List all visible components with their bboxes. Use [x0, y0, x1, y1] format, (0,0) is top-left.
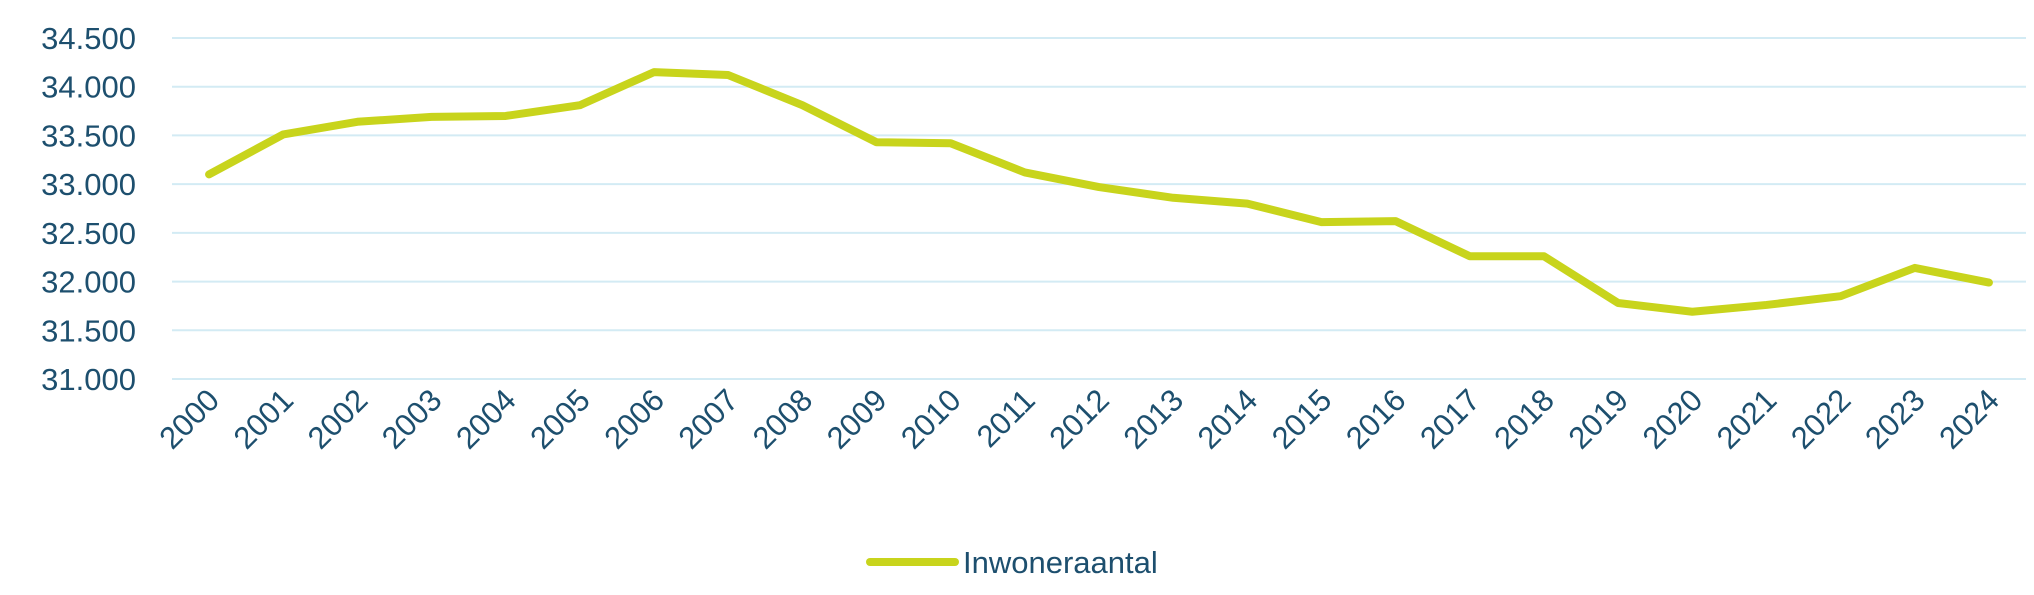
x-tick-label: 2015: [1265, 382, 1339, 456]
data-line: [205, 68, 1993, 316]
y-tick-label: 32.000: [41, 265, 136, 300]
x-tick-label: 2004: [449, 382, 523, 456]
legend-label: Inwoneraantal: [963, 545, 1158, 580]
y-tick-label: 34.500: [41, 21, 136, 56]
x-tick-label: 2006: [597, 382, 671, 456]
x-tick-label: 2005: [523, 382, 597, 456]
x-tick-label: 2021: [1710, 382, 1784, 456]
x-tick-label: 2008: [746, 382, 820, 456]
x-tick-label: 2022: [1784, 382, 1858, 456]
y-tick-label: 33.000: [41, 167, 136, 202]
x-tick-label: 2018: [1487, 382, 1561, 456]
x-tick-label: 2016: [1339, 382, 1413, 456]
y-tick-label: 33.500: [41, 118, 136, 153]
x-tick-label: 2003: [375, 382, 449, 456]
y-tick-label: 31.500: [41, 313, 136, 348]
x-tick-label: 2019: [1562, 382, 1636, 456]
x-tick-label: 2009: [820, 382, 894, 456]
x-tick-label: 2014: [1191, 382, 1265, 456]
x-tick-label: 2017: [1413, 382, 1487, 456]
x-tick-label: 2013: [1117, 382, 1191, 456]
x-tick-label: 2007: [672, 382, 746, 456]
y-tick-label: 34.000: [41, 70, 136, 105]
y-tick-label: 32.500: [41, 216, 136, 251]
x-tick-label: 2002: [301, 382, 375, 456]
x-tick-label: 2001: [227, 382, 301, 456]
x-tick-label: 2000: [153, 382, 227, 456]
y-tick-label: 31.000: [41, 362, 136, 397]
x-tick-label: 2020: [1636, 382, 1710, 456]
x-tick-label: 2012: [1042, 382, 1116, 456]
x-tick-label: 2023: [1858, 382, 1932, 456]
x-tick-label: 2011: [970, 382, 1042, 454]
x-tick-label: 2010: [894, 382, 968, 456]
x-tick-label: 2024: [1932, 382, 2006, 456]
